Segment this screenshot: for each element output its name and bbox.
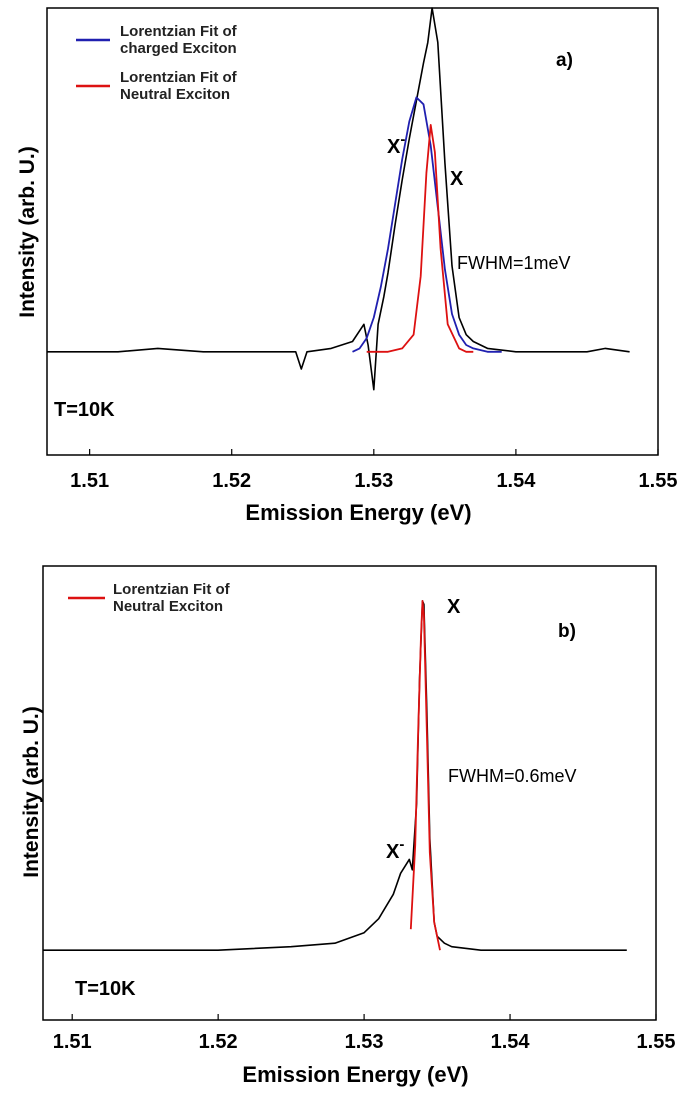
x-tick-label: 1.53 xyxy=(345,1031,384,1053)
x-tick-label: 1.51 xyxy=(53,1031,92,1053)
panel-label: b) xyxy=(558,621,576,642)
series-line-1 xyxy=(409,600,441,951)
x-tick-label: 1.55 xyxy=(637,1031,676,1053)
x-tick-label: 1.55 xyxy=(639,470,678,492)
y-axis-label: Intensity (arb. U.) xyxy=(16,146,39,318)
plot-frame xyxy=(46,7,659,456)
y-axis-label: Intensity (arb. U.) xyxy=(20,706,43,878)
annotation-temperature: T=10K xyxy=(75,978,136,1000)
x-tick-label: 1.54 xyxy=(491,1031,531,1053)
chart-panel-b: 1.51 1.52 1.53 1.54 1.55 Emission Energy (eV)… xyxy=(20,565,676,1087)
series-line-1 xyxy=(352,96,502,353)
annotation-charged-exciton-base: X xyxy=(386,841,400,863)
x-axis-label: Emission Energy (eV) xyxy=(242,1062,468,1087)
legend-label: Neutral Exciton xyxy=(113,598,223,615)
legend-label: Lorentzian Fit of xyxy=(120,69,238,86)
annotation-charged-exciton-base: X xyxy=(387,136,401,158)
legend-label: Neutral Exciton xyxy=(120,86,230,103)
legend-label: charged Exciton xyxy=(120,40,237,57)
annotation-fwhm: FWHM=1meV xyxy=(457,253,571,273)
chart-panel-a: 1.51 1.52 1.53 1.54 1.55 Emission Energy (eV)… xyxy=(16,7,678,525)
annotation-charged-exciton: X- xyxy=(386,836,404,863)
series-line-2 xyxy=(366,124,474,353)
annotation-neutral-exciton: X xyxy=(450,168,464,190)
x-tick-label: 1.52 xyxy=(199,1031,238,1053)
x-tick-label: 1.51 xyxy=(70,470,109,492)
annotation-charged-exciton: X- xyxy=(387,131,405,158)
series-line-0 xyxy=(47,7,630,391)
legend-label: Lorentzian Fit of xyxy=(120,23,238,40)
plot-frame xyxy=(42,565,657,1021)
annotation-charged-exciton-sup: - xyxy=(400,131,405,148)
x-tick-label: 1.52 xyxy=(212,470,251,492)
annotation-neutral-exciton: X xyxy=(447,596,461,618)
x-tick-label: 1.54 xyxy=(496,470,536,492)
annotation-charged-exciton-sup: - xyxy=(399,836,404,853)
x-tick-label: 1.53 xyxy=(354,470,393,492)
panel-label: a) xyxy=(556,50,573,71)
annotation-fwhm: FWHM=0.6meV xyxy=(448,766,577,786)
legend-label: Lorentzian Fit of xyxy=(113,581,231,598)
annotation-temperature: T=10K xyxy=(54,399,115,421)
x-axis-label: Emission Energy (eV) xyxy=(245,500,471,525)
